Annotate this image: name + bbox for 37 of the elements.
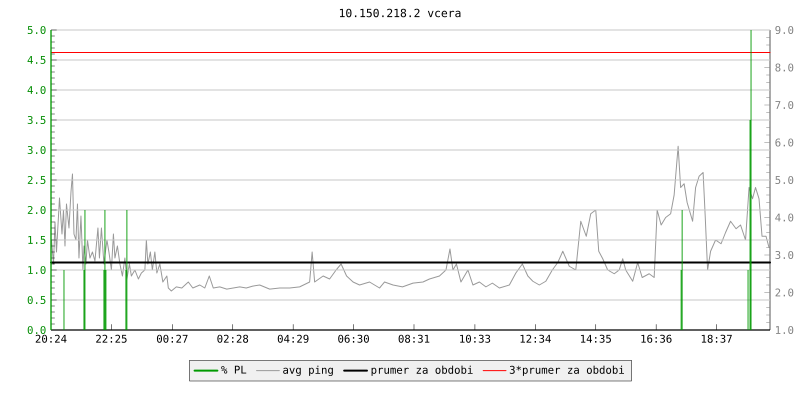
y2-tick-label: 6.0 (775, 138, 794, 147)
legend-label: 3*prumer za obdobi (510, 366, 624, 376)
x-tick-label: 08:31 (398, 334, 430, 343)
x-tick-label: 02:28 (217, 334, 248, 343)
y-tick-label: 0.0 (28, 326, 46, 334)
y-tick-label: 3.5 (28, 116, 46, 124)
y-tick-label: 5.0 (28, 26, 46, 34)
y2-tick-label: 7.0 (775, 100, 794, 110)
y2-tick-label: 3.0 (775, 250, 794, 260)
y-tick-label: 1.5 (28, 236, 46, 244)
x-tick-label: 18:37 (702, 334, 732, 343)
x-tick-label: 20:24 (36, 334, 67, 343)
x-tick-label: 22:25 (96, 334, 127, 343)
legend-label: % PL (221, 366, 246, 374)
y2-tick-label: 5.0 (775, 176, 794, 184)
legend-label: prumer za obdobi (372, 366, 473, 376)
y2-tick-label: 8.0 (775, 63, 794, 72)
y2-tick-label: 1.0 (776, 326, 794, 334)
x-tick-label: 10:33 (460, 334, 490, 343)
y-tick-label: 2.0 (28, 206, 46, 214)
x-tick-label: 12:34 (520, 334, 551, 343)
x-tick-label: 14:35 (580, 334, 611, 343)
y2-tick-label: 2.0 (776, 288, 794, 297)
y-tick-label: 1.0 (28, 266, 46, 274)
y2-tick-label: 4.0 (775, 213, 794, 222)
x-tick-label: 16:36 (641, 334, 672, 343)
x-tick-label: 04:29 (278, 334, 308, 343)
y2-tick-label: 9.0 (775, 26, 794, 34)
x-tick-label: 00:27 (156, 334, 188, 343)
chart-title: 10.150.218.2 vcera (340, 8, 460, 18)
legend-label: avg ping (283, 366, 333, 376)
y-tick-label: 3.0 (28, 146, 46, 154)
x-tick-label: 06:30 (338, 334, 369, 343)
y-tick-label: 0.5 (28, 296, 46, 304)
y-tick-label: 4.0 (28, 86, 46, 94)
y-tick-label: 4.5 (28, 56, 46, 64)
y-tick-label: 2.5 (28, 176, 46, 184)
